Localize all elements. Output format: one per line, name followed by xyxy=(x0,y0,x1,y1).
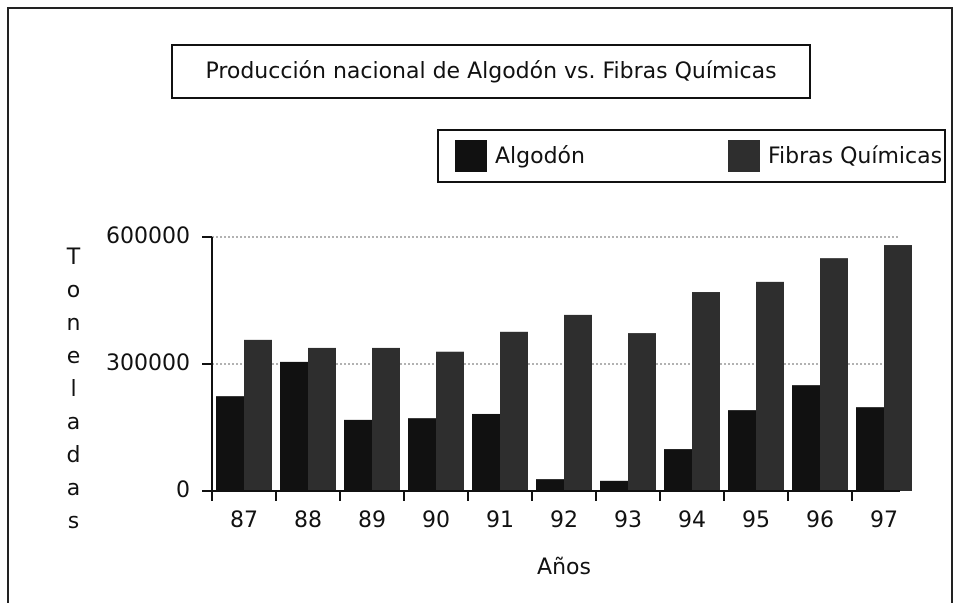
legend-box xyxy=(437,129,946,183)
legend-swatch xyxy=(728,140,760,172)
bar xyxy=(436,351,464,491)
bar xyxy=(728,410,756,491)
bar xyxy=(500,331,528,491)
y-axis-label: Toneladas xyxy=(61,245,86,542)
x-tick-label: 97 xyxy=(870,508,898,533)
x-tick-label: 95 xyxy=(742,508,770,533)
title-box xyxy=(171,44,811,99)
x-tick-label: 96 xyxy=(806,508,834,533)
bar xyxy=(600,480,628,491)
bar xyxy=(408,418,436,491)
bar xyxy=(628,333,656,491)
bar xyxy=(884,245,912,491)
bar xyxy=(280,361,308,491)
x-tick-label: 93 xyxy=(614,508,642,533)
bar xyxy=(216,396,244,491)
bar xyxy=(564,314,592,491)
bar xyxy=(820,258,848,491)
y-tick-label: 0 xyxy=(176,478,190,503)
chart-title: Producción nacional de Algodón vs. Fibra… xyxy=(205,59,776,84)
x-tick-label: 88 xyxy=(294,508,322,533)
legend-label: Fibras Químicas xyxy=(768,144,942,169)
bar xyxy=(372,347,400,491)
legend-swatch xyxy=(455,140,487,172)
bar xyxy=(856,407,884,491)
bar xyxy=(792,385,820,491)
x-tick-label: 87 xyxy=(230,508,258,533)
bar xyxy=(536,479,564,491)
bar xyxy=(344,419,372,491)
x-tick-label: 94 xyxy=(678,508,706,533)
x-tick-label: 91 xyxy=(486,508,514,533)
x-tick-label: 89 xyxy=(358,508,386,533)
bar xyxy=(472,413,500,491)
frame xyxy=(7,7,953,603)
bar xyxy=(692,292,720,491)
x-axis-label: Años xyxy=(537,555,591,580)
y-tick-label: 600000 xyxy=(106,224,190,249)
y-tick-label: 300000 xyxy=(106,351,190,376)
legend-label: Algodón xyxy=(495,144,585,169)
bar xyxy=(244,339,272,491)
bar xyxy=(308,347,336,491)
x-tick-label: 90 xyxy=(422,508,450,533)
bar xyxy=(756,281,784,491)
bar xyxy=(664,449,692,491)
x-tick-label: 92 xyxy=(550,508,578,533)
